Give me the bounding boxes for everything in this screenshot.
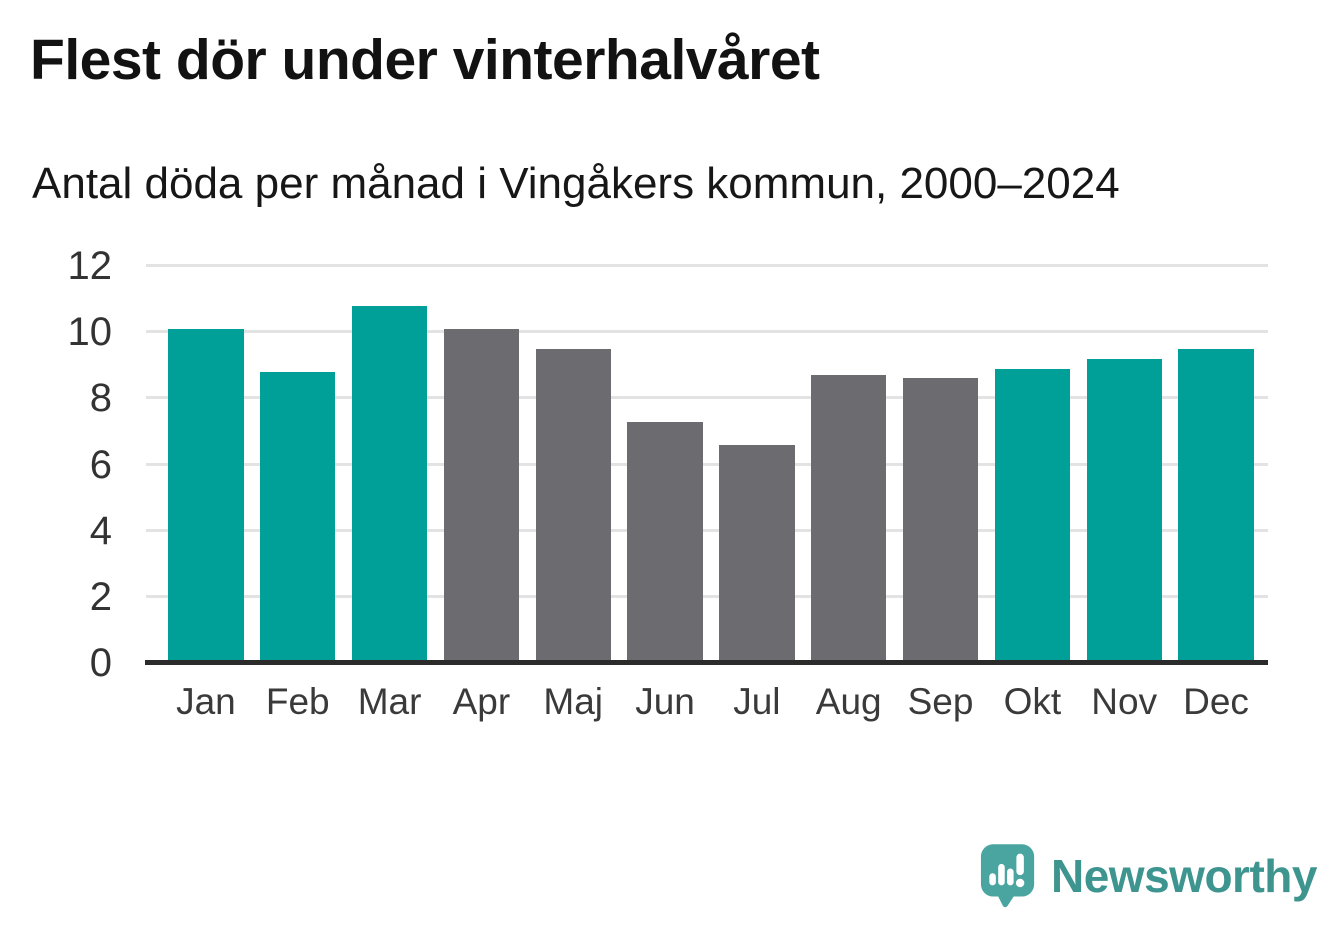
bar-slot-jan (160, 266, 252, 663)
bar-slot-feb (252, 266, 344, 663)
bar-slot-jun (619, 266, 711, 663)
gridline-2 (146, 594, 1268, 598)
gridline-12 (146, 264, 1268, 267)
bar-slot-maj (527, 266, 619, 663)
x-axis-line (145, 660, 1268, 665)
x-axis-labels: Jan Feb Mar Apr Maj Jun Jul Aug Sep Okt Nov Dec (146, 683, 1268, 720)
bar-chart-glyph (989, 863, 1014, 886)
gridline-4 (146, 528, 1268, 532)
y-axis-label-8: 8 (89, 376, 112, 421)
bar-slot-okt (986, 266, 1078, 663)
bar-slot-sep (895, 266, 987, 663)
newsworthy-speech-bubble-chart-icon (980, 844, 1035, 908)
bar-okt (994, 368, 1071, 663)
bar-aug (811, 375, 887, 663)
bar-dec (1178, 348, 1254, 663)
y-axis-label-4: 4 (89, 508, 112, 553)
x-axis-label-mar: Mar (357, 681, 422, 722)
chart-subtitle: Antal döda per månad i Vingåkers kommun,… (32, 159, 1120, 208)
bars (146, 266, 1268, 663)
bar-maj (535, 348, 611, 663)
chart-title: Flest dör under vinterhalvåret (30, 28, 820, 92)
bar-nov (1086, 358, 1162, 663)
bar-slot-jul (711, 266, 803, 663)
newsworthy-logo-text: Newsworthy (1051, 850, 1317, 902)
x-axis-label-apr: Apr (452, 681, 511, 722)
x-axis-label-jan: Jan (176, 681, 236, 722)
y-axis-label-6: 6 (89, 442, 112, 487)
bar-slot-mar (344, 266, 436, 663)
x-axis-label-feb: Feb (265, 681, 330, 722)
x-axis-label-sep: Sep (907, 681, 974, 722)
gridline-8 (146, 396, 1268, 400)
gridline-6 (146, 462, 1268, 466)
newsworthy-logo: Newsworthy (980, 843, 1317, 909)
bar-slot-nov (1078, 266, 1170, 663)
x-axis-label-okt: Okt (1003, 681, 1062, 722)
x-axis-label-maj: Maj (543, 681, 604, 722)
bar-mar (351, 305, 428, 663)
bar-slot-aug (803, 266, 895, 663)
x-axis-label-jun: Jun (635, 681, 695, 722)
y-axis-label-10: 10 (67, 310, 113, 355)
x-axis-label-nov: Nov (1091, 681, 1158, 722)
bar-slot-dec (1170, 266, 1262, 663)
bar-jan (168, 328, 244, 663)
exclamation-glyph (1015, 853, 1025, 888)
bar-sep (902, 378, 979, 663)
bar-apr (443, 328, 520, 663)
bar-feb (260, 371, 336, 663)
x-axis-label-dec: Dec (1183, 681, 1249, 722)
gridline-10 (146, 330, 1268, 334)
y-axis-label-2: 2 (89, 574, 112, 619)
bar-jul (719, 444, 795, 663)
bar-jun (627, 421, 703, 663)
x-axis-label-jul: Jul (733, 681, 781, 722)
x-axis-label-aug: Aug (815, 681, 882, 722)
bar-slot-apr (435, 266, 527, 663)
y-axis-label-0: 0 (89, 641, 112, 685)
bar-chart: 0 2 4 6 8 10 12 Jan Feb Mar Apr Maj Jun Jul Aug Sep Okt… (68, 246, 1268, 720)
y-axis-label-12: 12 (67, 244, 113, 288)
